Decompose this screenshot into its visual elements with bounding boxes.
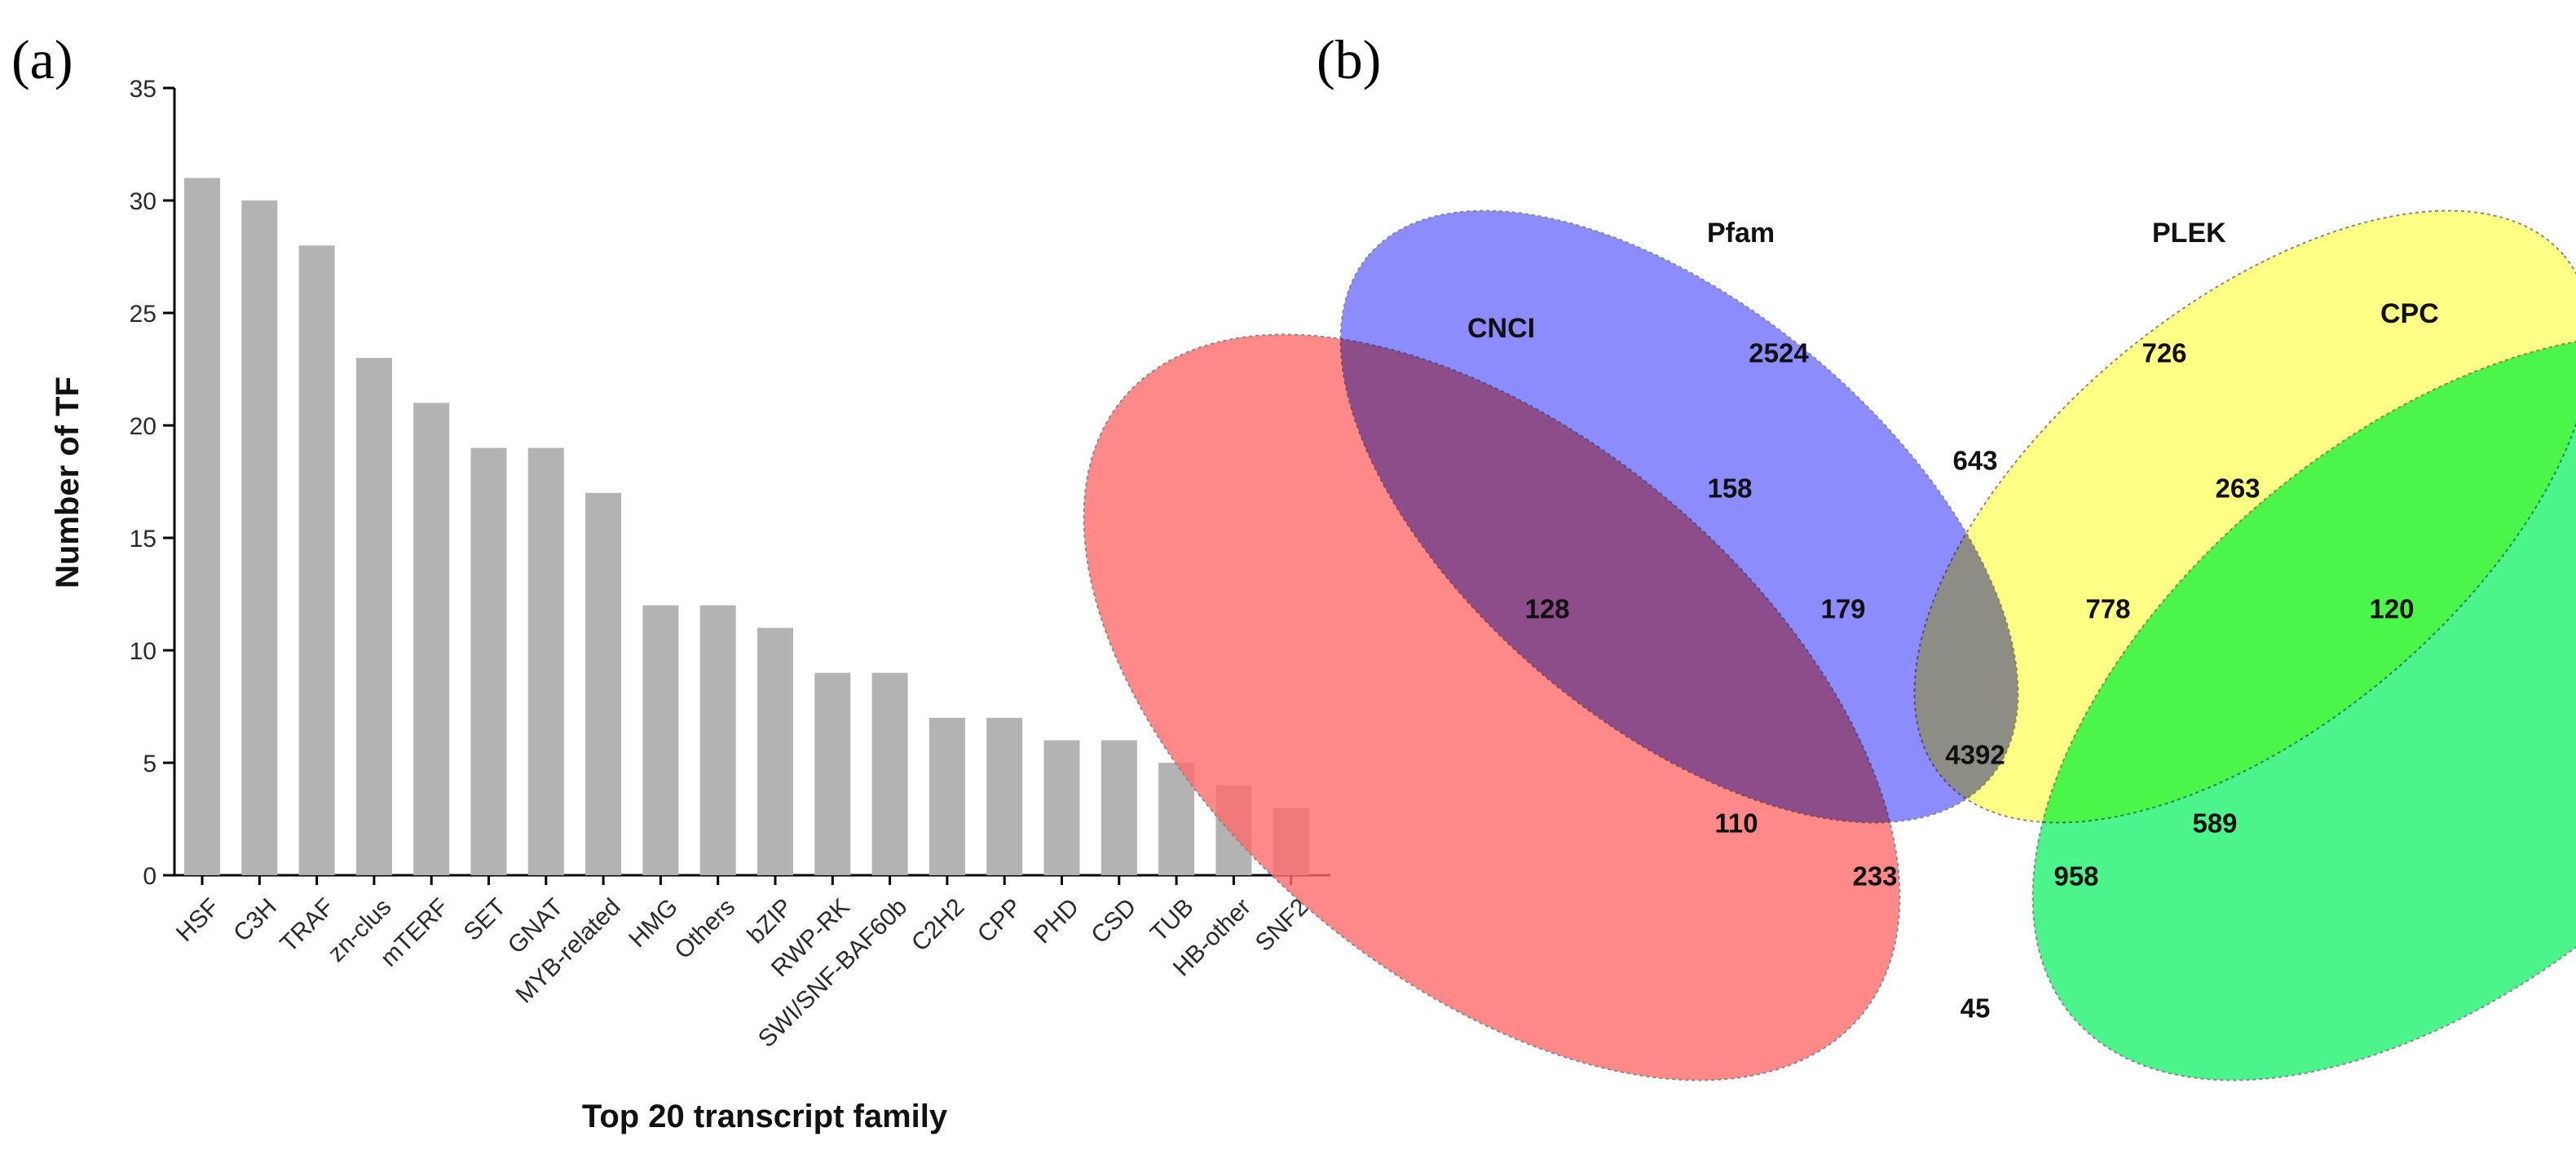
venn-count-plek-only: 726 [2142,338,2186,368]
venn-count-cnci-cpc: 45 [1961,993,1991,1024]
x-tick-label: SET [459,893,512,946]
venn-count-pfam-plek-cpc: 778 [2085,594,2130,624]
y-tick-label: 30 [130,188,157,215]
y-ticks-group: 0 5 10 15 20 25 30 35 [130,76,174,890]
y-tick-label: 25 [130,301,157,328]
bar-zn-clus [355,358,392,875]
x-tick-label: Others [669,893,740,964]
venn-ellipses [1083,209,2576,1081]
venn-label-cnci: CNCI [1467,313,1535,344]
venn-count-pfam-plek: 643 [1952,446,1997,476]
venn-count-cnci-pfam-plek: 179 [1820,594,1865,624]
y-tick-label: 0 [143,863,157,890]
bar-gnat [527,447,564,875]
venn-count-cnci-plek: 110 [1714,808,1758,839]
bar-bzip [757,628,793,875]
venn-count-cpc-only: 120 [2369,594,2414,624]
venn-count-cnci-pfam: 158 [1707,473,1752,504]
bar-others [699,605,736,875]
bar-myb-related [585,492,622,875]
venn-count-cnci-plek-cpc: 233 [1852,861,1897,892]
venn-count-cnci-pfam-cpc: 958 [2053,861,2098,892]
x-tick-label: HSF [171,893,225,947]
venn-diagram: CNCI Pfam PLEK CPC 128 2524 726 120 158 … [1083,209,2576,1081]
bar-csd [1101,740,1137,875]
venn-count-pfam-only: 2524 [1749,338,1809,368]
y-axis-title: Number of TF [50,377,86,588]
venn-ellipse-cpc [2031,333,2576,1081]
bar-tub [1158,763,1195,875]
venn-label-plek: PLEK [2152,218,2226,249]
x-tick-label: PHD [1029,893,1084,949]
x-tick-label: C3H [228,893,282,947]
x-axis-title: Top 20 transcript family [582,1099,948,1134]
bar-set [470,447,507,875]
venn-label-pfam: Pfam [1707,218,1775,249]
panel-label-a: (a) [11,29,73,90]
venn-count-cnci-only: 128 [1524,594,1569,624]
bar-rwp-rk [814,672,851,875]
bar-c3h [241,200,278,875]
y-tick-label: 15 [130,526,157,553]
bar-hmg [642,605,679,875]
y-tick-label: 5 [143,751,157,777]
bar-mterf [413,403,450,875]
venn-count-pfam-cpc: 589 [2192,808,2237,839]
panel-label-b: (b) [1317,29,1381,90]
x-tick-label: CSD [1086,893,1141,949]
y-tick-label: 35 [130,76,157,103]
x-tick-label: CPP [973,893,1027,948]
venn-count-plek-cpc: 263 [2215,473,2260,504]
bar-cpp [986,717,1023,875]
venn-label-cpc: CPC [2380,298,2439,329]
y-tick-label: 20 [130,413,157,440]
bars-group [184,178,1309,875]
x-tick-label: C2H2 [906,893,970,957]
venn-count-all: 4392 [1945,740,2005,770]
bar-hsf [184,178,220,875]
bar-swi-snf-baf60b [871,672,908,875]
bar-phd [1043,740,1080,875]
bar-c2h2 [929,717,965,875]
y-tick-label: 10 [130,638,157,665]
bar-traf [298,245,335,875]
venn-ellipse-pfam [1339,209,2019,824]
